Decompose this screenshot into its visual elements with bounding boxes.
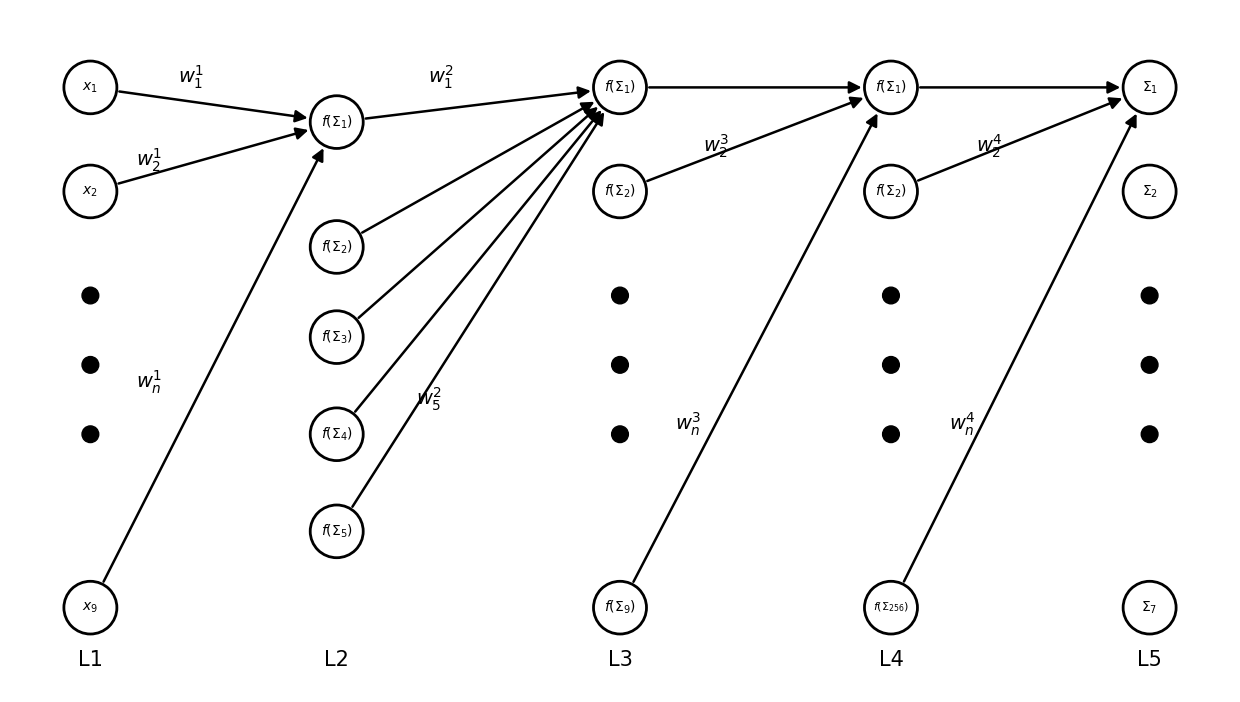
Ellipse shape: [864, 61, 918, 114]
Ellipse shape: [64, 165, 117, 218]
Text: $\Sigma_1$: $\Sigma_1$: [1142, 79, 1158, 95]
Ellipse shape: [310, 311, 363, 364]
Text: L4: L4: [878, 649, 904, 670]
Ellipse shape: [1123, 581, 1176, 634]
Ellipse shape: [611, 287, 629, 304]
Text: $w_1^2$: $w_1^2$: [428, 63, 454, 91]
Text: $f(\Sigma_2)$: $f(\Sigma_2)$: [604, 183, 636, 200]
Text: L3: L3: [608, 649, 632, 670]
Text: $f(\Sigma_4)$: $f(\Sigma_4)$: [321, 425, 352, 443]
Ellipse shape: [864, 581, 918, 634]
Ellipse shape: [611, 426, 629, 442]
Ellipse shape: [1123, 165, 1176, 218]
Ellipse shape: [82, 357, 99, 373]
Text: $w_1^1$: $w_1^1$: [179, 63, 205, 91]
Ellipse shape: [883, 357, 899, 373]
Text: $\Sigma_7$: $\Sigma_7$: [1142, 600, 1158, 616]
Text: $w_n^3$: $w_n^3$: [675, 410, 701, 437]
Text: $x_2$: $x_2$: [83, 184, 98, 199]
Text: $f(\Sigma_2)$: $f(\Sigma_2)$: [321, 238, 352, 256]
Ellipse shape: [1141, 357, 1158, 373]
Ellipse shape: [883, 426, 899, 442]
Ellipse shape: [64, 61, 117, 114]
Text: $f(\Sigma_1)$: $f(\Sigma_1)$: [875, 79, 906, 96]
Text: $w_n^4$: $w_n^4$: [949, 410, 976, 437]
Text: $f(\Sigma_1)$: $f(\Sigma_1)$: [321, 114, 352, 131]
Ellipse shape: [82, 426, 99, 442]
Ellipse shape: [1141, 287, 1158, 304]
Ellipse shape: [82, 287, 99, 304]
Text: $f(\Sigma_3)$: $f(\Sigma_3)$: [321, 329, 352, 346]
Ellipse shape: [310, 220, 363, 273]
Ellipse shape: [864, 165, 918, 218]
Ellipse shape: [883, 287, 899, 304]
Ellipse shape: [310, 505, 363, 557]
Ellipse shape: [594, 165, 646, 218]
Text: $\Sigma_2$: $\Sigma_2$: [1142, 183, 1158, 199]
Text: $x_1$: $x_1$: [83, 80, 98, 95]
Text: $f(\Sigma_5)$: $f(\Sigma_5)$: [321, 523, 352, 540]
Text: $f(\Sigma_9)$: $f(\Sigma_9)$: [604, 599, 636, 616]
Text: $f(\Sigma_2)$: $f(\Sigma_2)$: [875, 183, 906, 200]
Text: $w_2^4$: $w_2^4$: [976, 133, 1003, 160]
Text: $x_9$: $x_9$: [82, 600, 98, 615]
Text: $w_2^3$: $w_2^3$: [703, 133, 729, 160]
Text: L1: L1: [78, 649, 103, 670]
Text: $f(\Sigma_1)$: $f(\Sigma_1)$: [604, 79, 636, 96]
Ellipse shape: [1141, 426, 1158, 442]
Ellipse shape: [64, 581, 117, 634]
Text: $f(\Sigma_{256})$: $f(\Sigma_{256})$: [873, 601, 909, 614]
Ellipse shape: [310, 95, 363, 148]
Ellipse shape: [594, 581, 646, 634]
Ellipse shape: [611, 357, 629, 373]
Ellipse shape: [594, 61, 646, 114]
Text: $w_n^1$: $w_n^1$: [136, 369, 162, 396]
Ellipse shape: [1123, 61, 1176, 114]
Ellipse shape: [310, 408, 363, 461]
Text: L5: L5: [1137, 649, 1162, 670]
Text: $w_2^1$: $w_2^1$: [136, 147, 162, 174]
Text: L2: L2: [325, 649, 350, 670]
Text: $w_5^2$: $w_5^2$: [417, 386, 443, 413]
